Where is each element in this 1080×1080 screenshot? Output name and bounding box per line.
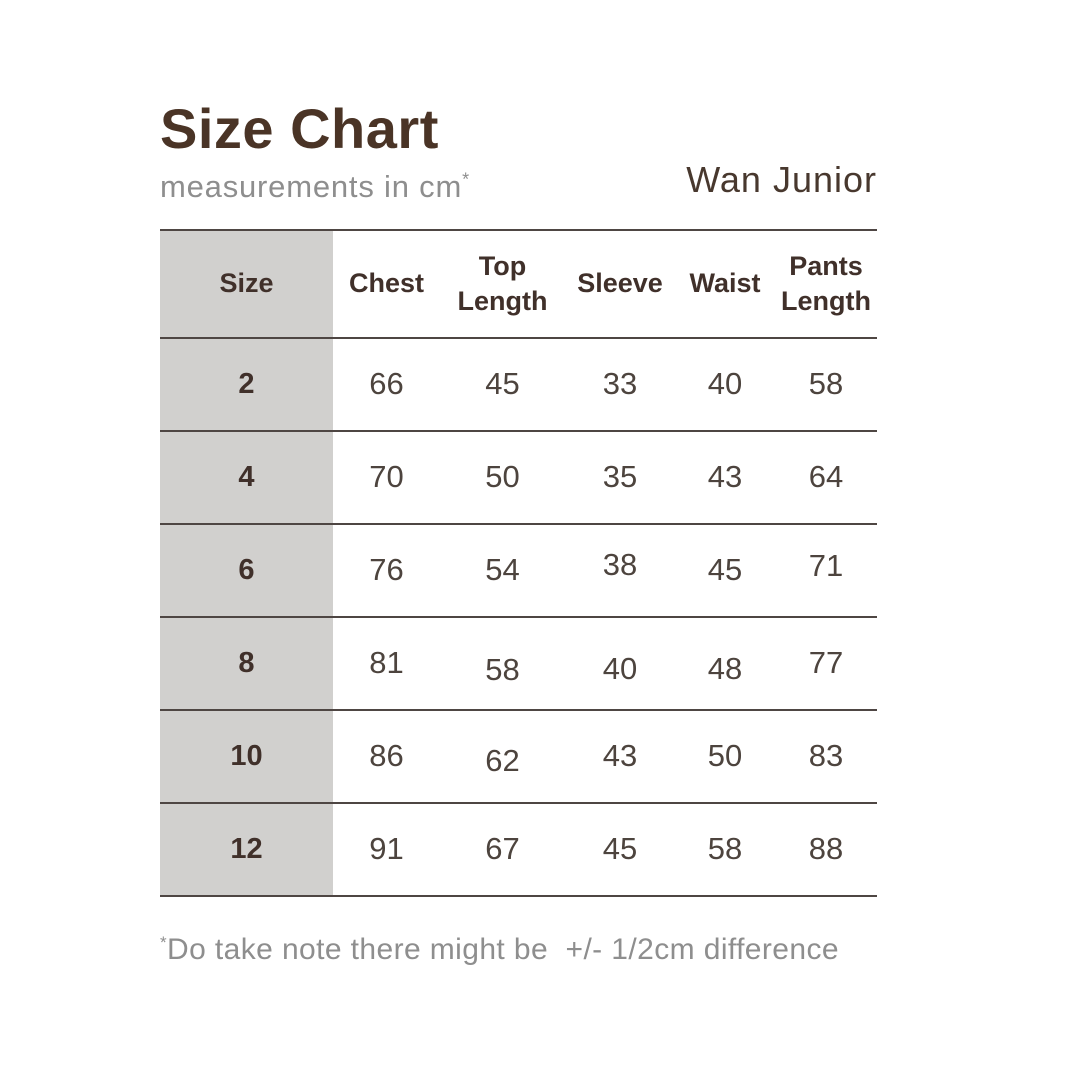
- waist-value: 50: [707, 738, 743, 774]
- top-length-value: 54: [485, 552, 520, 588]
- pants-length-value: 83: [808, 738, 844, 774]
- table-header-row: Size Chest Top Length Sleeve Waist Pants…: [160, 229, 877, 338]
- table-row-size-10: 10 86 62 43 50 83: [160, 709, 877, 803]
- chest-value: 70: [369, 459, 404, 495]
- waist-value: 43: [707, 459, 743, 495]
- table-row-size-8: 8 81 58 40 48 77: [160, 616, 877, 710]
- column-header-waist: Waist: [689, 268, 761, 299]
- header: Size Chart measurements in cm* Wan Junio…: [160, 97, 877, 205]
- chest-value: 76: [369, 552, 404, 588]
- chest-value: 91: [369, 831, 404, 867]
- column-header-sleeve: Sleeve: [577, 268, 663, 299]
- sleeve-value: 45: [602, 831, 638, 867]
- top-length-value: 50: [485, 459, 520, 495]
- waist-value: 45: [707, 552, 743, 588]
- sleeve-value: 35: [602, 459, 638, 495]
- page-title: Size Chart: [160, 97, 439, 160]
- waist-value: 48: [707, 651, 743, 687]
- table-row-size-6: 6 76 54 38 45 71: [160, 523, 877, 617]
- size-label: 8: [160, 616, 333, 710]
- top-length-value: 58: [485, 652, 520, 688]
- pants-length-value: 64: [808, 459, 844, 495]
- footnote: *Do take note there might be +/- 1/2cm d…: [160, 933, 877, 967]
- footnote-asterisk: *: [160, 932, 168, 952]
- table-row-size-2: 2 66 45 33 40 58: [160, 337, 877, 431]
- subtitle-asterisk: *: [462, 169, 470, 190]
- size-label: 10: [160, 709, 333, 803]
- subtitle-text: measurements in cm: [160, 168, 463, 204]
- pants-length-value: 58: [808, 366, 844, 402]
- top-length-value: 67: [485, 831, 520, 867]
- sleeve-value: 33: [602, 366, 638, 402]
- size-table: Size Chest Top Length Sleeve Waist Pants…: [160, 228, 877, 897]
- waist-value: 40: [707, 366, 743, 402]
- chest-value: 86: [369, 738, 404, 774]
- size-label: 6: [160, 523, 333, 617]
- top-length-value: 62: [485, 743, 520, 779]
- subtitle: measurements in cm*: [160, 169, 470, 205]
- chest-value: 81: [369, 645, 404, 681]
- pants-length-value: 71: [808, 548, 844, 584]
- pants-length-value: 88: [808, 831, 844, 867]
- top-length-value: 45: [485, 366, 520, 402]
- brand-name: Wan Junior: [686, 158, 877, 200]
- chest-value: 66: [369, 366, 404, 402]
- column-header-size: Size: [160, 229, 333, 338]
- sleeve-value: 43: [602, 738, 638, 774]
- pants-length-value: 77: [808, 645, 844, 681]
- waist-value: 58: [707, 831, 743, 867]
- column-header-chest: Chest: [348, 268, 424, 299]
- size-label: 2: [160, 337, 333, 431]
- size-label: 4: [160, 430, 333, 524]
- table-row-size-4: 4 70 50 35 43 64: [160, 430, 877, 524]
- size-label: 12: [160, 802, 333, 896]
- table-row-size-12: 12 91 67 45 58 88: [160, 802, 877, 896]
- sleeve-value: 38: [602, 547, 638, 583]
- sleeve-value: 40: [602, 651, 638, 687]
- title-block: Size Chart measurements in cm*: [160, 97, 470, 205]
- column-header-pants-length: Pants Length: [781, 250, 871, 316]
- footnote-text: Do take note there might be +/- 1/2cm di…: [167, 932, 839, 966]
- column-header-top-length: Top Length: [457, 250, 548, 316]
